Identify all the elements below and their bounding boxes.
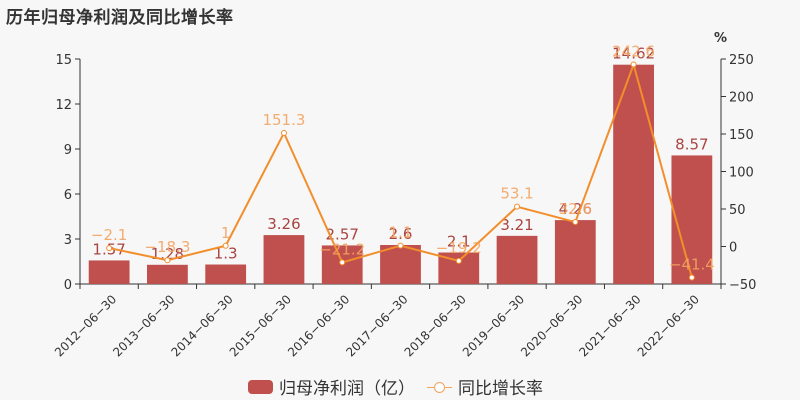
growth-point[interactable]	[222, 242, 229, 249]
right-axis-unit: %	[714, 31, 727, 46]
growth-value-label: −41.4	[669, 256, 715, 274]
growth-value-label: 1	[221, 224, 231, 242]
growth-point[interactable]	[280, 130, 287, 137]
bar-value-label: 3.26	[267, 215, 300, 233]
right-tick-label: 250	[729, 53, 754, 68]
bar[interactable]	[554, 220, 596, 284]
left-tick-label: 12	[55, 98, 72, 113]
growth-point[interactable]	[106, 245, 113, 252]
bar-value-label: 8.57	[675, 135, 708, 153]
bar-value-label: 14.62	[612, 45, 655, 63]
bar-value-label: 4.26	[559, 200, 592, 218]
right-tick-label: 100	[729, 166, 754, 181]
bar[interactable]	[147, 264, 188, 284]
chart-area: 03691215−50050100150200250%2012−06−30201…	[52, 31, 756, 360]
growth-point[interactable]	[455, 257, 462, 264]
left-tick-label: 9	[64, 143, 72, 158]
chart-title: 历年归母净利润及同比增长率	[6, 8, 234, 28]
right-tick-label: 0	[729, 241, 737, 256]
bar[interactable]	[671, 155, 713, 284]
right-tick-label: 150	[729, 128, 754, 143]
bar-value-label: 1.3	[214, 245, 238, 263]
bar-value-label: 2.57	[326, 225, 359, 243]
left-tick-label: 3	[64, 233, 72, 248]
legend-line-label[interactable]: 同比增长率	[458, 379, 543, 399]
legend-bar-swatch-icon[interactable]	[248, 379, 273, 394]
bar[interactable]	[263, 235, 305, 284]
growth-value-label: 242.6	[612, 43, 655, 61]
right-tick-label: −50	[729, 278, 756, 293]
growth-value-label: −21.2	[319, 240, 365, 258]
growth-value-label: 1.1	[389, 224, 413, 242]
bar[interactable]	[380, 245, 421, 284]
x-tick-label: 2022−06−30	[635, 292, 702, 359]
left-tick-label: 6	[64, 188, 72, 203]
growth-value-label: −18.3	[144, 238, 190, 256]
legend: 归母净利润（亿） 同比增长率	[248, 374, 543, 399]
left-tick-label: 15	[55, 53, 72, 68]
legend-bar-label[interactable]: 归母净利润（亿）	[279, 379, 415, 399]
growth-value-label: 32.6	[559, 200, 592, 218]
growth-value-label: 53.1	[500, 185, 533, 203]
bar-value-label: 2.1	[447, 233, 471, 251]
growth-point[interactable]	[572, 219, 579, 226]
growth-value-label: −19.2	[436, 239, 482, 257]
bar-value-label: 3.21	[500, 216, 533, 234]
growth-point[interactable]	[688, 274, 695, 281]
right-tick-label: 50	[729, 203, 746, 218]
growth-value-label: −2.1	[91, 226, 127, 244]
growth-point[interactable]	[514, 203, 521, 210]
growth-value-label: 151.3	[262, 111, 305, 129]
legend-line-marker-icon[interactable]	[427, 380, 452, 394]
growth-point[interactable]	[630, 61, 637, 68]
left-tick-label: 0	[64, 278, 72, 293]
bar[interactable]	[613, 64, 654, 284]
bar[interactable]	[88, 260, 130, 284]
bar[interactable]	[205, 264, 247, 285]
growth-point[interactable]	[339, 259, 346, 266]
bar-value-label: 2.6	[389, 225, 413, 243]
bar[interactable]	[496, 235, 538, 284]
growth-point[interactable]	[397, 242, 404, 249]
growth-point[interactable]	[164, 257, 171, 264]
right-tick-label: 200	[729, 91, 754, 106]
